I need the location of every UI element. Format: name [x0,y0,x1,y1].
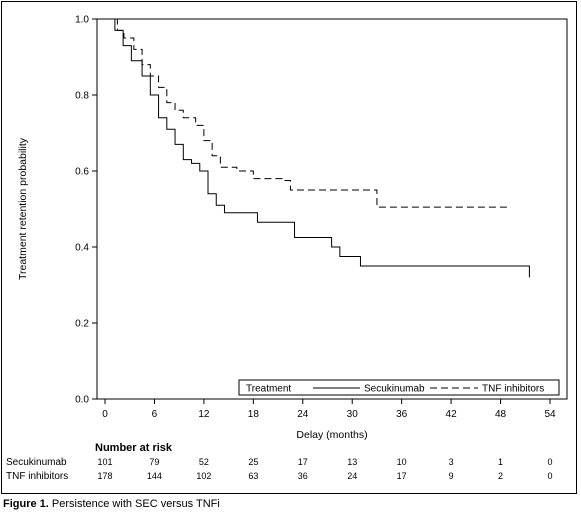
risk-value: 144 [147,471,162,481]
legend-label-0: Secukinumab [364,384,425,395]
survival-chart: 0 6 12 18 24 30 36 42 48 540.00.20.40.60.81.0Dela… [6,15,568,482]
series-line-0 [105,18,530,278]
risk-value: 52 [199,457,209,467]
x-tick-label: 30 [347,409,359,420]
risk-value: 3 [449,457,454,467]
y-tick-label: 0.2 [75,319,89,330]
caption-text: Persistence with SEC versus TNFi [48,498,220,510]
x-tick-label: 0 [102,409,108,420]
legend-title: Treatment [246,384,291,395]
risk-table-title: Number at risk [95,442,173,454]
risk-value: 10 [397,457,407,467]
x-tick-label: 54 [544,409,556,420]
risk-row-label: TNF inhibitors [6,471,68,482]
risk-value: 63 [248,471,258,481]
x-tick-label: 48 [495,409,507,420]
risk-value: 13 [347,457,357,467]
risk-value: 17 [397,471,407,481]
figure-caption: Figure 1. Persistence with SEC versus TN… [3,498,220,510]
risk-row-label: Secukinumab [6,457,67,468]
legend-box [238,379,560,396]
risk-value: 102 [196,471,211,481]
x-tick-label: 12 [198,409,210,420]
caption-label: Figure 1. [3,498,49,510]
risk-value: 17 [298,457,308,467]
risk-value: 1 [498,457,503,467]
risk-value: 101 [97,457,112,467]
x-tick-label: 18 [248,409,260,420]
y-tick-label: 0.0 [75,395,89,406]
y-tick-label: 1.0 [75,15,89,26]
risk-value: 0 [547,471,552,481]
y-tick-label: 0.4 [75,243,89,254]
risk-value: 25 [248,457,258,467]
x-tick-label: 42 [446,409,458,420]
x-tick-label: 6 [152,409,158,420]
series-line-1 [105,18,509,208]
y-tick-label: 0.8 [75,91,89,102]
legend-label-1: TNF inhibitors [482,384,544,395]
risk-value: 79 [149,457,159,467]
plot-area [96,18,568,400]
x-axis-label: Delay (months) [296,429,367,441]
y-axis-label: Treatment retention probability [17,137,29,280]
x-tick-label: 24 [297,409,309,420]
risk-value: 0 [547,457,552,467]
y-tick-label: 0.6 [75,167,89,178]
risk-value: 178 [97,471,112,481]
risk-value: 24 [347,471,357,481]
figure-frame: 0 6 12 18 24 30 36 42 48 54 0.0 0.2 0.4 0.6 0.8 1.0 Dela… [1,1,577,494]
x-tick-label: 36 [396,409,408,420]
risk-value: 36 [298,471,308,481]
risk-value: 9 [449,471,454,481]
risk-value: 2 [498,471,503,481]
